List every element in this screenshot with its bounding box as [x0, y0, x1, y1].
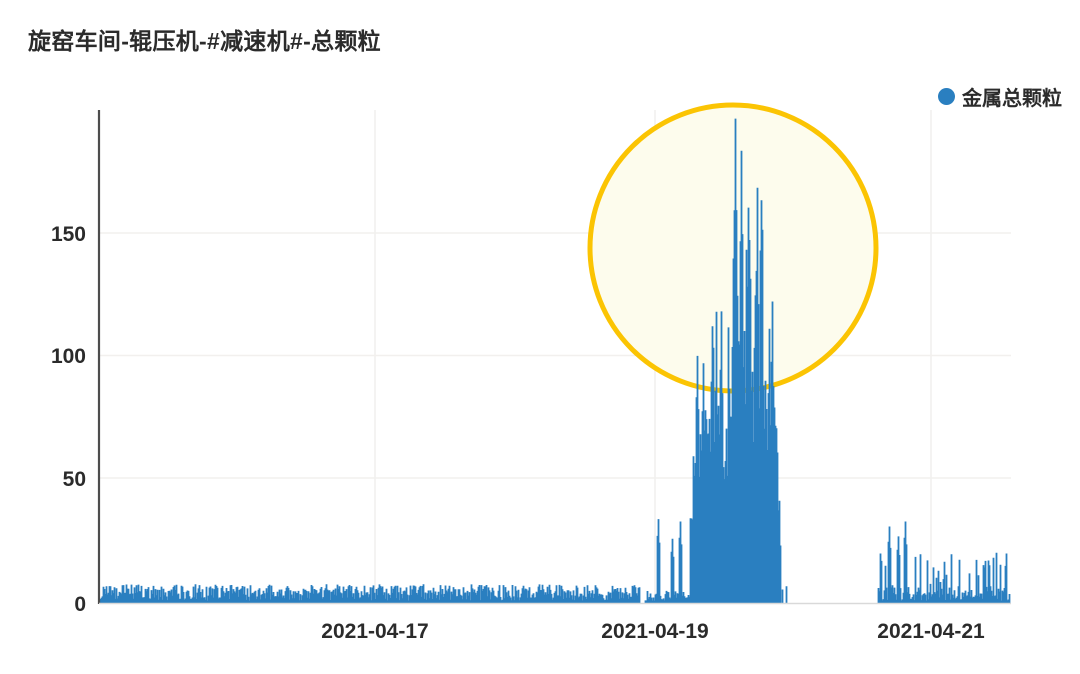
x-axis-tick-labels: 2021-04-17 2021-04-19 2021-04-21: [321, 620, 985, 643]
x-tick-label: 2021-04-17: [321, 620, 428, 643]
circle-marker-icon: [938, 88, 955, 105]
y-tick-label: 50: [63, 468, 86, 491]
legend-item-label: 金属总颗粒: [962, 88, 1062, 110]
chart-legend: 金属总颗粒: [938, 82, 1062, 111]
x-tick-label: 2021-04-21: [877, 620, 985, 643]
x-tick-label: 2021-04-19: [601, 620, 708, 643]
series-area-metal-particles: [99, 118, 1011, 604]
y-tick-label: 100: [51, 345, 86, 368]
y-axis-tick-labels: 150 100 50 0: [51, 223, 86, 616]
y-tick-label: 150: [51, 223, 86, 246]
y-tick-label: 0: [74, 593, 86, 616]
page-title: 旋窑车间-辊压机-#减速机#-总颗粒: [28, 28, 381, 54]
